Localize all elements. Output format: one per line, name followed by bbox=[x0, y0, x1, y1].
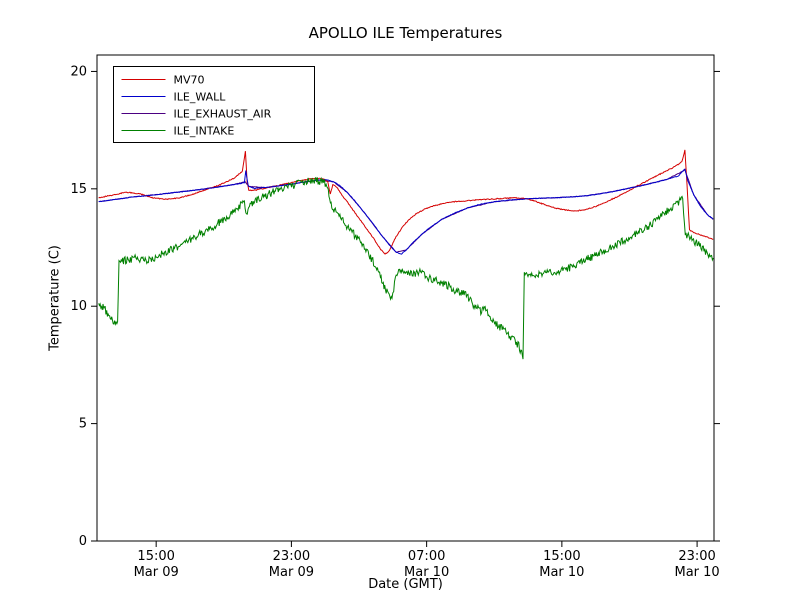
series-line-MV70 bbox=[98, 149, 714, 255]
legend-label-ILE_INTAKE: ILE_INTAKE bbox=[174, 125, 235, 138]
y-tick-label: 20 bbox=[70, 64, 87, 79]
y-tick-label: 15 bbox=[70, 182, 87, 197]
x-tick-label-date: Mar 10 bbox=[404, 565, 449, 580]
legend-label-ILE_EXHAUST_AIR: ILE_EXHAUST_AIR bbox=[174, 108, 272, 121]
axes-frame bbox=[96, 54, 715, 542]
series-line-ILE_INTAKE bbox=[98, 176, 714, 360]
chart-title: APOLLO ILE Temperatures bbox=[308, 24, 503, 42]
x-tick-label-time: 23:00 bbox=[678, 549, 715, 564]
x-tick-label-time: 23:00 bbox=[273, 549, 310, 564]
legend-label-ILE_WALL: ILE_WALL bbox=[174, 91, 227, 104]
x-tick-label-time: 15:00 bbox=[137, 549, 174, 564]
y-tick-label: 5 bbox=[79, 417, 87, 432]
legend-label-MV70: MV70 bbox=[174, 74, 205, 87]
y-tick-label: 0 bbox=[79, 534, 87, 549]
y-tick-label: 10 bbox=[70, 299, 87, 314]
x-tick-label-time: 15:00 bbox=[543, 549, 580, 564]
x-tick-label-date: Mar 09 bbox=[269, 565, 314, 580]
x-axis-label: Date (GMT) bbox=[368, 577, 443, 592]
x-tick-label-time: 07:00 bbox=[408, 549, 445, 564]
series-line-ILE_WALL bbox=[98, 168, 714, 255]
x-tick-label-date: Mar 10 bbox=[674, 565, 719, 580]
x-tick-label-date: Mar 10 bbox=[539, 565, 584, 580]
x-tick-label-date: Mar 09 bbox=[134, 565, 179, 580]
